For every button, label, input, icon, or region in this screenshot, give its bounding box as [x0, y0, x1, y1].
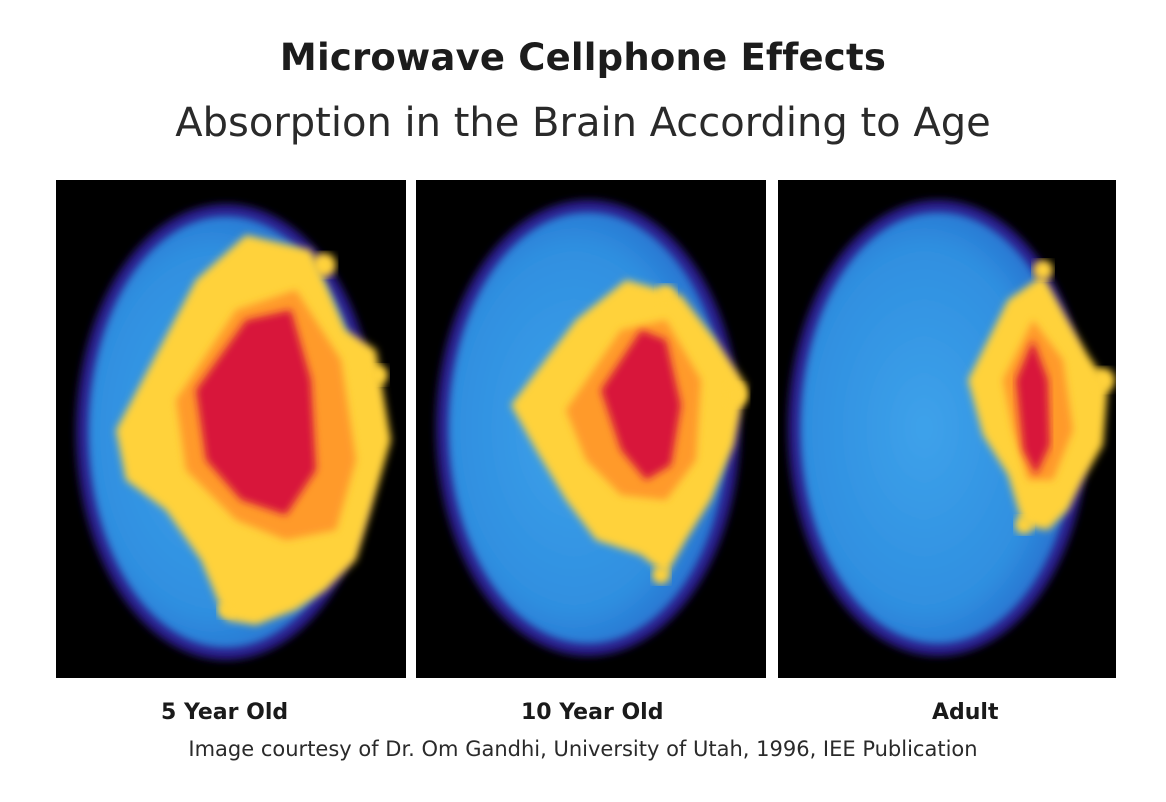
brain-scan-10-year-old [416, 180, 766, 678]
page-title: Microwave Cellphone Effects [279, 36, 887, 79]
brain-scan-adult [778, 180, 1116, 678]
brain-absorption-scan-image [778, 180, 1116, 678]
brain-absorption-scan-image [56, 180, 406, 678]
page-subtitle: Absorption in the Brain According to Age [175, 100, 991, 146]
panel-label-10-year-old: 10 Year Old [521, 700, 664, 725]
brain-absorption-scan-image [416, 180, 766, 678]
image-credit: Image courtesy of Dr. Om Gandhi, Univers… [188, 737, 978, 761]
panel-label-adult: Adult [932, 700, 999, 725]
panel-label-5-year-old: 5 Year Old [161, 700, 289, 725]
brain-scan-5-year-old [56, 180, 406, 678]
